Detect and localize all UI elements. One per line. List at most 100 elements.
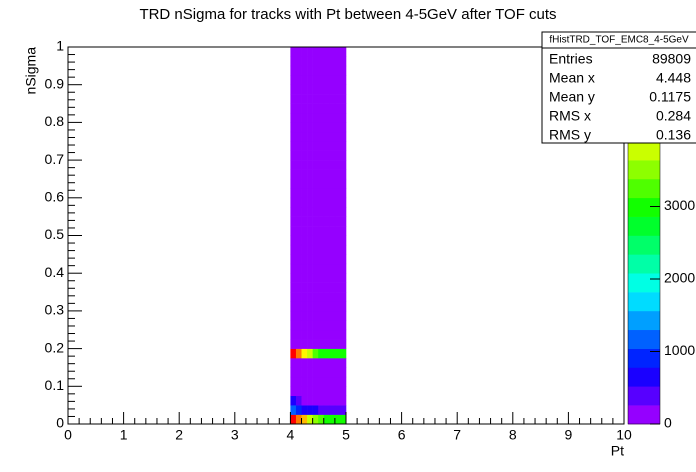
heat-cell [290, 47, 297, 57]
heat-cell [334, 160, 341, 170]
heat-cell [290, 263, 297, 274]
heat-cell [318, 56, 325, 67]
heat-cell [307, 348, 313, 359]
heat-cell [301, 235, 308, 246]
heat-cell [301, 103, 308, 114]
heat-cell [312, 414, 319, 425]
heat-cell [329, 160, 336, 170]
heat-cell [301, 47, 308, 57]
heat-cell [323, 103, 330, 114]
heat-cell [329, 235, 336, 246]
heat-cell [334, 386, 341, 397]
color-bar-band [628, 254, 660, 274]
heat-cell [295, 160, 302, 170]
heat-cell [340, 178, 347, 189]
x-tick-label: 2 [175, 427, 183, 443]
heat-cell [307, 56, 313, 67]
heat-cell [312, 244, 319, 255]
heat-cell [323, 329, 330, 340]
heat-cell [323, 339, 330, 349]
heat-cell [312, 84, 319, 95]
heat-cell [334, 376, 341, 387]
heat-cell [334, 84, 341, 95]
heat-cell [295, 188, 302, 199]
heat-cell [318, 188, 325, 199]
heat-cell [340, 216, 347, 227]
heat-cell [307, 263, 313, 274]
heat-cell [323, 150, 330, 161]
y-tick-label: 0.8 [45, 113, 65, 129]
heat-cell [301, 207, 308, 217]
heat-cell [329, 395, 336, 406]
heat-cell [340, 197, 347, 208]
y-tick-label: 0 [56, 415, 64, 431]
heat-cell [323, 310, 330, 321]
heat-cell [290, 112, 297, 123]
heat-cell [312, 56, 319, 67]
y-tick-label: 1 [56, 38, 64, 54]
heat-cell [323, 47, 330, 57]
heat-cell [290, 414, 297, 425]
heat-cell [318, 386, 325, 397]
heat-cell [290, 358, 297, 368]
heat-cell [307, 386, 313, 397]
heat-cell [301, 310, 308, 321]
heat-cell [295, 339, 302, 349]
heat-cell [312, 94, 319, 104]
heat-cell [334, 414, 341, 425]
heat-cell [301, 122, 308, 133]
heat-cell [323, 367, 330, 378]
heat-cell [295, 301, 302, 312]
heat-cell [329, 367, 336, 378]
heat-cell [290, 131, 297, 142]
heat-cell [340, 141, 347, 151]
x-tick-label: 1 [120, 427, 128, 443]
y-tick-label: 0.2 [45, 339, 65, 355]
heat-cell [295, 254, 302, 265]
heat-cell [312, 178, 319, 189]
heat-cell [340, 386, 347, 397]
heat-cell [295, 376, 302, 387]
heat-cell [323, 405, 330, 415]
heat-cell [295, 150, 302, 161]
heat-cell [307, 112, 313, 123]
heat-cell [340, 282, 347, 293]
heat-cell [340, 320, 347, 331]
heat-cell [334, 169, 341, 180]
heat-cell [340, 367, 347, 378]
stats-box [541, 31, 696, 144]
heat-cell [290, 329, 297, 340]
heat-cell [295, 414, 302, 425]
heat-cell [312, 150, 319, 161]
heat-cell [329, 112, 336, 123]
heat-cell [295, 216, 302, 227]
heat-cell [318, 329, 325, 340]
heat-cell [307, 339, 313, 349]
heat-cell [312, 160, 319, 170]
heat-cell [334, 395, 341, 406]
heat-cell [329, 282, 336, 293]
heat-cell [318, 320, 325, 331]
stats-title: fHistTRD_TOF_EMC8_4-5GeV [549, 35, 689, 46]
heat-cell [318, 47, 325, 57]
heat-cell [307, 329, 313, 340]
y-tick-label: 0.9 [45, 75, 65, 91]
x-tick-label: 6 [398, 427, 406, 443]
x-tick-label: 4 [287, 427, 295, 443]
y-axis-label: nSigma [23, 47, 39, 95]
heat-cell [312, 282, 319, 293]
heat-cell [290, 254, 297, 265]
heat-cell [290, 226, 297, 236]
heat-cell [307, 282, 313, 293]
heat-cell [295, 141, 302, 151]
heat-cell [290, 235, 297, 246]
heat-cell [323, 348, 330, 359]
heat-cell [307, 414, 313, 425]
heat-cell [323, 84, 330, 95]
heat-cell [312, 75, 319, 85]
color-bar-band [628, 310, 660, 331]
color-bar-band [628, 235, 660, 255]
heat-cell [295, 178, 302, 189]
heat-cell [295, 348, 302, 359]
heat-cell [307, 235, 313, 246]
